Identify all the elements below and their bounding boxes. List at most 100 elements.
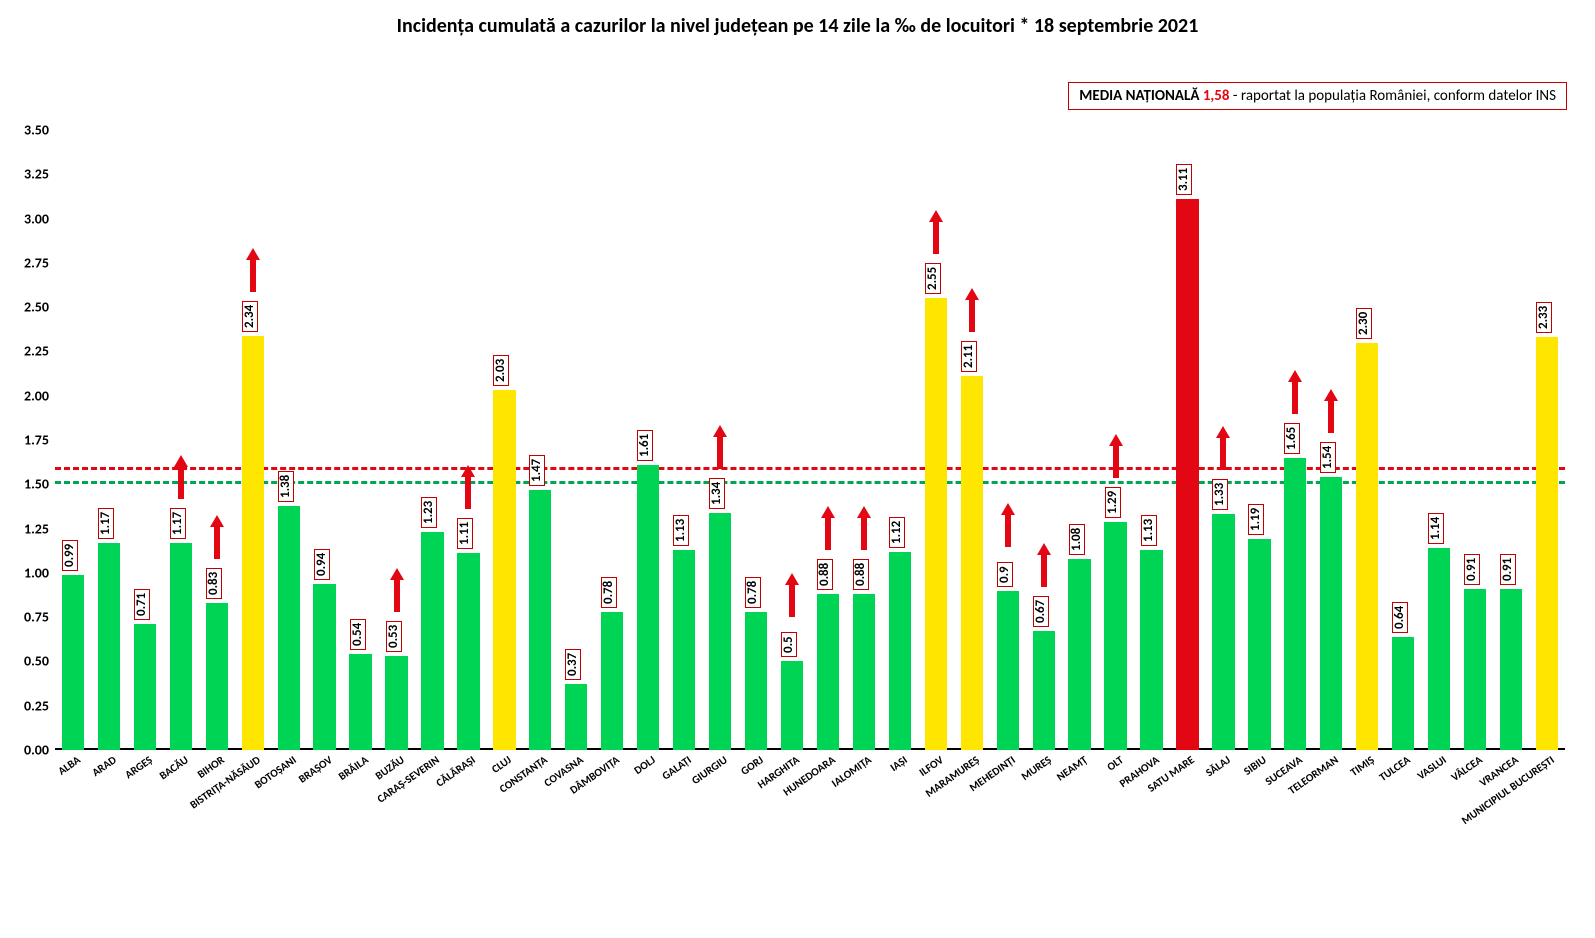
x-tick-label: IALOMIȚA bbox=[827, 750, 874, 790]
bar-value-label: 2.34 bbox=[242, 300, 258, 331]
y-tick-label: 1.00 bbox=[24, 564, 55, 581]
bar: 0.64TULCEA bbox=[1392, 637, 1414, 750]
bar: 1.29OLT bbox=[1104, 522, 1126, 751]
bar-value-label: 0.99 bbox=[62, 539, 78, 570]
x-tick-label: SĂLAJ bbox=[1201, 750, 1233, 779]
bar: 0.91VÂLCEA bbox=[1464, 589, 1486, 750]
bar-value-label: 1.23 bbox=[421, 497, 437, 528]
legend-value: 1,58 bbox=[1203, 87, 1230, 105]
bar-value-label: 1.17 bbox=[98, 508, 114, 539]
bar: 1.33SĂLAJ bbox=[1212, 514, 1234, 750]
y-tick-label: 1.25 bbox=[24, 520, 55, 537]
bar: 0.37COVASNA bbox=[565, 684, 587, 750]
bar-value-label: 1.47 bbox=[529, 454, 545, 485]
trend-up-arrow-icon bbox=[461, 465, 475, 509]
bar: 0.88HUNEDOARA bbox=[817, 594, 839, 750]
trend-up-arrow-icon bbox=[1001, 503, 1015, 547]
bar-value-label: 1.54 bbox=[1320, 442, 1336, 473]
y-tick-label: 0.50 bbox=[24, 653, 55, 670]
trend-up-arrow-icon bbox=[713, 425, 727, 469]
bar: 1.34GIURGIU bbox=[709, 513, 731, 750]
legend-rest: - raportat la populația României, confor… bbox=[1233, 87, 1556, 105]
y-tick-label: 0.25 bbox=[24, 697, 55, 714]
bar: 1.13GALAȚI bbox=[673, 550, 695, 750]
bar-value-label: 0.64 bbox=[1392, 601, 1408, 632]
bar: 2.55ILFOV bbox=[925, 298, 947, 750]
bar-value-label: 0.71 bbox=[134, 589, 150, 620]
bar-value-label: 0.88 bbox=[853, 559, 869, 590]
trend-up-arrow-icon bbox=[821, 506, 835, 550]
legend-label: MEDIA NAȚIONALĂ bbox=[1079, 87, 1199, 105]
bar: 3.11SATU MARE bbox=[1176, 199, 1198, 750]
bar: 2.34BISTRIȚA-NĂSĂUD bbox=[242, 336, 264, 751]
bar-value-label: 1.17 bbox=[170, 508, 186, 539]
bar-value-label: 1.29 bbox=[1105, 486, 1121, 517]
trend-up-arrow-icon bbox=[246, 248, 260, 292]
bar-value-label: 1.13 bbox=[673, 515, 689, 546]
y-tick-label: 3.25 bbox=[24, 166, 55, 183]
bar-value-label: 0.91 bbox=[1464, 554, 1480, 585]
bar-value-label: 2.33 bbox=[1536, 302, 1552, 333]
bar: 0.94BRAȘOV bbox=[313, 584, 335, 751]
bar: 1.38BOTOȘANI bbox=[278, 506, 300, 750]
bar: 1.54TELEORMAN bbox=[1320, 477, 1342, 750]
y-tick-label: 2.00 bbox=[24, 387, 55, 404]
y-tick-label: 1.50 bbox=[24, 476, 55, 493]
y-tick-label: 3.50 bbox=[24, 122, 55, 139]
bar: 1.47CONSTANȚA bbox=[529, 490, 551, 750]
bar-value-label: 1.14 bbox=[1428, 513, 1444, 544]
x-tick-label: NEAMȚ bbox=[1052, 750, 1090, 784]
trend-up-arrow-icon bbox=[965, 288, 979, 332]
x-tick-label: ARGEȘ bbox=[120, 750, 155, 781]
bar-value-label: 1.34 bbox=[709, 477, 725, 508]
bar: 0.78GORJ bbox=[745, 612, 767, 750]
y-tick-label: 2.25 bbox=[24, 343, 55, 360]
bar-value-label: 1.19 bbox=[1248, 504, 1264, 535]
bar-value-label: 1.13 bbox=[1141, 515, 1157, 546]
x-tick-label: DOLJ bbox=[629, 750, 657, 777]
y-tick-label: 3.00 bbox=[24, 210, 55, 227]
x-tick-label: TIMIȘ bbox=[1346, 750, 1377, 779]
bar-value-label: 2.11 bbox=[961, 341, 977, 372]
trend-up-arrow-icon bbox=[857, 506, 871, 550]
x-tick-label: IAȘI bbox=[885, 750, 909, 774]
y-tick-label: 0.75 bbox=[24, 609, 55, 626]
bar: 0.83BIHOR bbox=[206, 603, 228, 750]
bar-value-label: 0.37 bbox=[565, 649, 581, 680]
bar-value-label: 0.53 bbox=[386, 621, 402, 652]
y-tick-label: 0.00 bbox=[24, 742, 55, 759]
bar-value-label: 1.33 bbox=[1212, 479, 1228, 510]
bar-value-label: 1.38 bbox=[278, 470, 294, 501]
bar: 1.17ARAD bbox=[98, 543, 120, 750]
trend-up-arrow-icon bbox=[929, 210, 943, 254]
bar-value-label: 0.78 bbox=[745, 577, 761, 608]
bar: 0.54BRĂILA bbox=[349, 654, 371, 750]
bar-value-label: 2.55 bbox=[925, 263, 941, 294]
x-tick-label: ARAD bbox=[87, 750, 118, 779]
bar: 1.11CĂLĂRAȘI bbox=[457, 553, 479, 750]
trend-up-arrow-icon bbox=[390, 568, 404, 612]
bar-value-label: 1.11 bbox=[457, 518, 473, 549]
trend-up-arrow-icon bbox=[1037, 543, 1051, 587]
bar: 0.9MEHEDINȚI bbox=[997, 591, 1019, 750]
x-tick-label: MUREȘ bbox=[1016, 750, 1053, 783]
bar-value-label: 0.54 bbox=[350, 619, 366, 650]
x-tick-label: CĂLĂRAȘI bbox=[432, 750, 478, 790]
bar: 0.5HARGHITA bbox=[781, 661, 803, 750]
bar: 2.33MUNICIPIUL BUCUREȘTI bbox=[1536, 337, 1558, 750]
trend-up-arrow-icon bbox=[1216, 426, 1230, 470]
bar: 0.53BUZĂU bbox=[385, 656, 407, 750]
x-tick-label: ALBA bbox=[53, 750, 82, 778]
x-tick-label: VASLUI bbox=[1413, 750, 1449, 782]
bar: 1.65SUCEAVA bbox=[1284, 458, 1306, 750]
x-tick-label: GIURGIU bbox=[687, 750, 730, 787]
bar-value-label: 1.12 bbox=[889, 516, 905, 547]
bar: 2.30TIMIȘ bbox=[1356, 343, 1378, 750]
bar-value-label: 0.83 bbox=[206, 568, 222, 599]
trend-up-arrow-icon bbox=[210, 515, 224, 559]
x-tick-label: GALAȚI bbox=[658, 750, 694, 783]
national-mean-box: MEDIA NAȚIONALĂ 1,58 - raportat la popul… bbox=[1068, 82, 1567, 110]
y-tick-label: 2.75 bbox=[24, 254, 55, 271]
bar: 0.99ALBA bbox=[62, 575, 84, 750]
chart-title: Incidența cumulată a cazurilor la nivel … bbox=[0, 14, 1595, 38]
